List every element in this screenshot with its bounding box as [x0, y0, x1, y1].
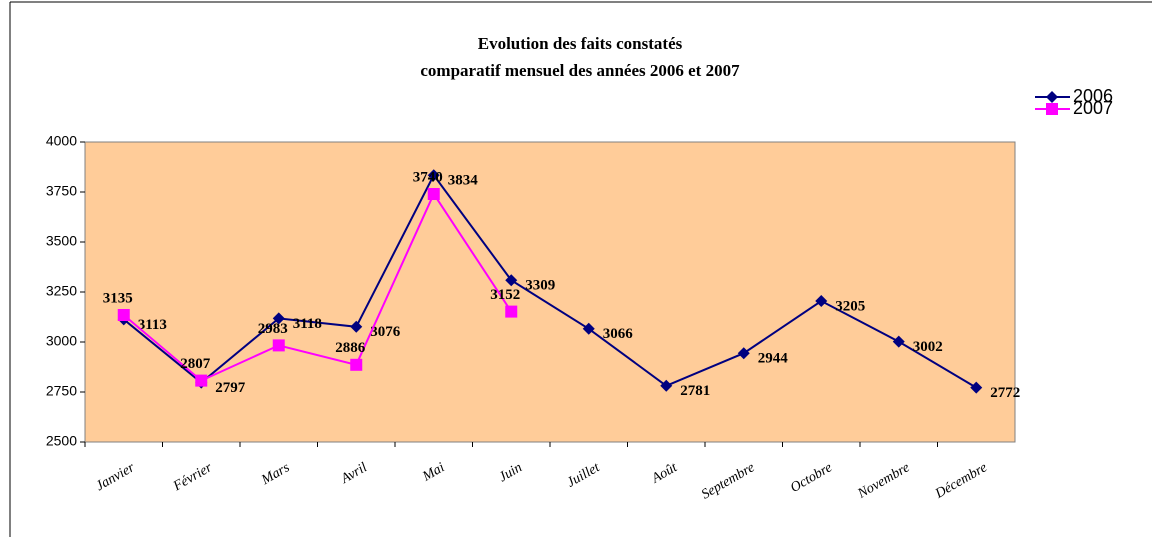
data-label: 2781 [680, 383, 710, 399]
data-label: 3066 [603, 326, 634, 342]
x-tick-label: Novembre [855, 460, 913, 502]
point [195, 374, 208, 387]
data-label: 2944 [758, 351, 789, 367]
point [505, 305, 518, 318]
legend-label: 2006 [1073, 86, 1113, 106]
data-label: 3740 [413, 169, 443, 185]
data-label: 3118 [293, 316, 322, 332]
y-tick-label: 3000 [46, 333, 77, 349]
legend-marker [1046, 103, 1058, 115]
x-tick-label: Mars [258, 460, 292, 489]
point [427, 169, 440, 182]
point [427, 188, 440, 200]
point [582, 322, 595, 335]
x-tick-label: Décembre [932, 460, 990, 502]
chart-title: Evolution des faits constatés [478, 34, 683, 53]
series-line [123, 173, 977, 389]
point [737, 347, 750, 360]
data-label: 3076 [370, 324, 401, 340]
data-label: 3135 [103, 290, 133, 306]
x-tick-label: Juillet [565, 460, 604, 491]
x-tick-label: Avril [338, 460, 370, 487]
x-tick-label: Février [170, 460, 215, 495]
data-label: 3834 [448, 173, 479, 189]
data-label: 3002 [913, 339, 943, 355]
data-label: 3152 [490, 287, 520, 303]
point [350, 320, 363, 333]
y-tick-label: 2750 [46, 383, 77, 399]
legend-label: 2007 [1073, 98, 1113, 118]
point [892, 335, 905, 348]
data-label: 2807 [180, 356, 211, 372]
x-tick-label: Mai [419, 460, 447, 485]
point [272, 312, 285, 325]
legend-marker [1046, 91, 1058, 103]
point [660, 379, 673, 392]
point [815, 295, 828, 307]
x-tick-label: Août [649, 460, 681, 487]
data-label: 2886 [335, 340, 366, 356]
point [350, 358, 363, 371]
data-label: 2772 [990, 385, 1020, 401]
data-label: 3113 [138, 317, 167, 333]
point [505, 274, 518, 287]
y-tick-label: 3500 [46, 233, 77, 249]
data-label: 3205 [835, 298, 865, 314]
data-label: 2797 [215, 380, 246, 396]
x-tick-label: Octobre [788, 460, 835, 496]
y-tick-label: 3250 [46, 283, 77, 299]
point [117, 309, 130, 321]
x-tick-label: Septembre [699, 460, 757, 502]
chart-subtitle: comparatif mensuel des années 2006 et 20… [420, 61, 740, 80]
series-line [123, 191, 513, 382]
data-label: 2983 [258, 321, 288, 337]
point [970, 381, 983, 394]
y-tick-label: 4000 [46, 133, 77, 149]
point [272, 339, 285, 352]
y-tick-label: 3750 [46, 183, 77, 199]
x-tick-label: Juin [496, 460, 524, 485]
y-tick-label: 2500 [46, 433, 77, 449]
x-tick-label: Janvier [93, 460, 137, 494]
data-label: 3309 [525, 278, 555, 294]
